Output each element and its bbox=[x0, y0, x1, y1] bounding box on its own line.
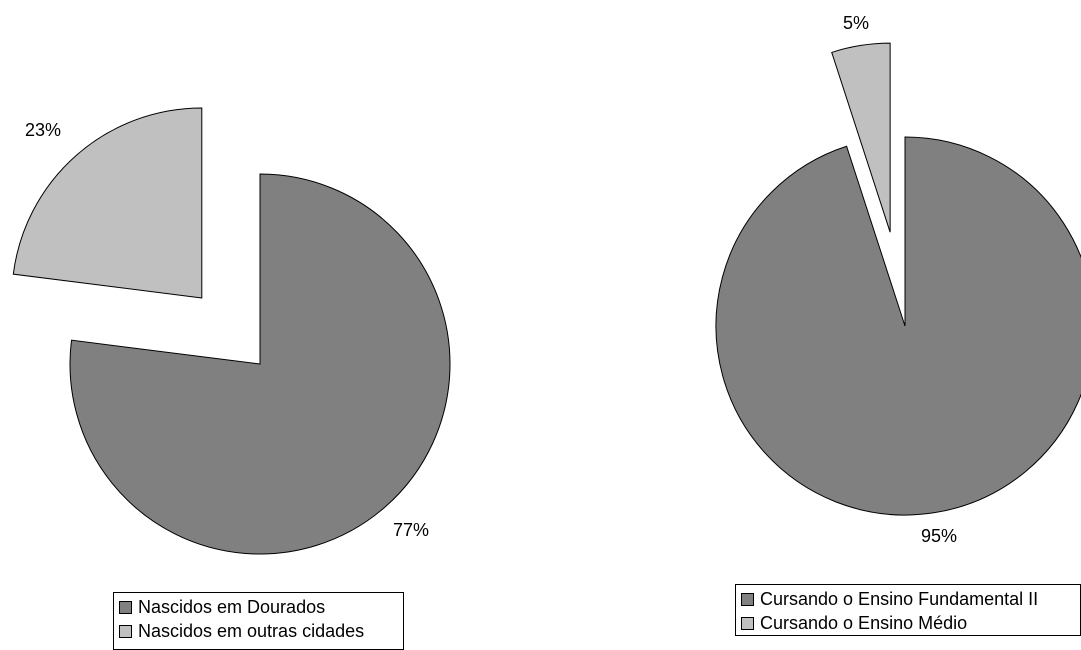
legend-label: Nascidos em outras cidades bbox=[138, 620, 365, 641]
legend-label: Nascidos em Dourados bbox=[138, 596, 326, 617]
data-label-nascidos-em-dourados: 77% bbox=[393, 520, 429, 540]
legend-item-fundamental: Cursando o Ensino Fundamental II bbox=[741, 587, 1074, 611]
legend-swatch-outras-cidades bbox=[119, 624, 132, 638]
pie-chart-birthplace: 77% 23% bbox=[12, 107, 451, 555]
legend-birthplace: Nascidos em Dourados Nascidos em outras … bbox=[113, 592, 404, 650]
pie-chart-school-level: 95% 5% bbox=[715, 13, 1081, 546]
legend-item-medio: Cursando o Ensino Médio bbox=[741, 611, 1074, 635]
pie-slice-nascidos-em-outras-cidades bbox=[12, 107, 203, 299]
legend-item-outras-cidades: Nascidos em outras cidades bbox=[119, 619, 397, 643]
legend-swatch-dourados bbox=[119, 600, 132, 614]
legend-label: Cursando o Ensino Fundamental II bbox=[760, 588, 1039, 609]
data-label-nascidos-em-outras-cidades: 23% bbox=[25, 120, 61, 140]
data-label-cursando-o-ensino-fundamental-ii: 95% bbox=[921, 526, 957, 546]
legend-label: Cursando o Ensino Médio bbox=[760, 612, 968, 633]
pie-slice-cursando-o-ensino-medio bbox=[831, 42, 891, 233]
pie-slice-cursando-o-ensino-fundamental-ii bbox=[715, 136, 1081, 516]
legend-swatch-fundamental bbox=[741, 592, 754, 606]
pie-slice-nascidos-em-dourados bbox=[69, 173, 451, 555]
legend-school-level: Cursando o Ensino Fundamental II Cursand… bbox=[735, 584, 1081, 636]
legend-swatch-medio bbox=[741, 616, 754, 630]
data-label-cursando-o-ensino-medio: 5% bbox=[843, 13, 869, 33]
legend-item-dourados: Nascidos em Dourados bbox=[119, 595, 397, 619]
